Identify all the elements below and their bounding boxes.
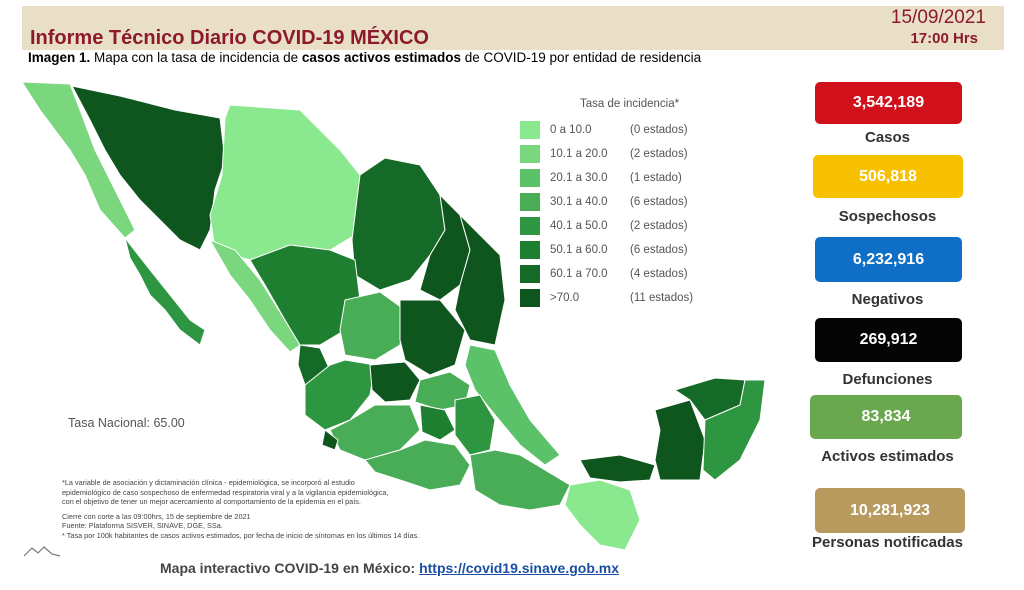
stat-value-box: 10,281,923: [815, 488, 965, 533]
legend-row: 0 a 10.0 (0 estados): [520, 118, 780, 142]
state-michoacan[interactable]: [329, 404, 421, 461]
legend-swatch: [520, 121, 540, 139]
footnote-line: Fuente: Plataforma SISVER, SINAVE, DGE, …: [62, 521, 223, 531]
state-colima[interactable]: [321, 429, 339, 451]
national-rate: Tasa Nacional: 65.00: [68, 416, 185, 430]
state-baja-california-sur[interactable]: [124, 237, 206, 346]
stat-value-box: 83,834: [810, 395, 962, 439]
map-legend: Tasa de incidencia* 0 a 10.0 (0 estados) 1…: [520, 98, 780, 310]
legend-row: 10.1 a 20.0 (2 estados): [520, 142, 780, 166]
state-quintana-roo[interactable]: [702, 379, 766, 481]
state-campeche[interactable]: [654, 399, 706, 481]
state-puebla-tlaxcala[interactable]: [454, 394, 496, 456]
legend-range: 0 a 10.0: [550, 124, 592, 136]
footnote-line: Cierre con corte a las 09:00hrs, 15 de s…: [62, 511, 251, 521]
legend-count: (6 estados): [630, 244, 688, 256]
stat-label: Negativos: [851, 291, 924, 308]
page-title: Informe Técnico Diario COVID-19 MÉXICO: [30, 27, 429, 49]
header-bar: [22, 6, 1004, 50]
caption-text-before: Mapa con la tasa de incidencia de: [90, 50, 302, 65]
legend-swatch: [520, 169, 540, 187]
state-jalisco[interactable]: [304, 359, 376, 431]
state-tabasco[interactable]: [579, 454, 656, 483]
legend-range: 10.1 a 20.0: [550, 148, 608, 160]
legend-count: (0 estados): [630, 124, 688, 136]
footnote-line: *La variable de asociación y dictaminaci…: [62, 478, 355, 487]
legend-swatch: [520, 241, 540, 259]
stat-label: Casos: [864, 129, 911, 146]
legend-row: 40.1 a 50.0 (2 estados): [520, 214, 780, 238]
stat-value-box: 506,818: [813, 155, 963, 198]
state-veracruz[interactable]: [464, 344, 561, 466]
legend-swatch: [520, 265, 540, 283]
report-time: 17:00 Hrs: [910, 30, 978, 47]
stat-label: Sospechosos: [838, 208, 937, 225]
covid-map-link[interactable]: https://covid19.sinave.gob.mx: [419, 560, 620, 576]
legend-title: Tasa de incidencia*: [580, 98, 680, 110]
map-caption: Imagen 1. Mapa con la tasa de incidencia…: [28, 50, 701, 65]
legend-swatch: [520, 289, 540, 307]
state-chiapas[interactable]: [564, 479, 641, 551]
legend-range: 20.1 a 30.0: [550, 172, 608, 184]
legend-count: (1 estado): [630, 172, 682, 184]
legend-rows: 0 a 10.0 (0 estados) 10.1 a 20.0 (2 estados…: [520, 118, 780, 310]
legend-range: 50.1 a 60.0: [550, 244, 608, 256]
footnotes: *La variable de asociación y dictaminaci…: [62, 478, 482, 541]
legend-range: 40.1 a 50.0: [550, 220, 608, 232]
legend-count: (2 estados): [630, 148, 688, 160]
state-zacatecas[interactable]: [339, 291, 406, 361]
state-sonora[interactable]: [71, 85, 226, 251]
state-guanajuato[interactable]: [369, 361, 421, 403]
footer: Mapa interactivo COVID-19 en México: htt…: [160, 560, 619, 576]
footer-label: Mapa interactivo COVID-19 en México:: [160, 560, 420, 576]
legend-range: 60.1 a 70.0: [550, 268, 608, 280]
state-san-luis-potosi[interactable]: [399, 299, 466, 376]
legend-range: >70.0: [550, 292, 580, 304]
legend-range: 30.1 a 40.0: [550, 196, 608, 208]
legend-row: 20.1 a 30.0 (1 estado): [520, 166, 780, 190]
state-sinaloa[interactable]: [208, 239, 301, 353]
legend-count: (4 estados): [630, 268, 688, 280]
stat-label: Activos estimados: [821, 448, 954, 465]
legend-row: >70.0 (11 estados): [520, 286, 780, 310]
state-oaxaca[interactable]: [469, 449, 571, 511]
legend-row: 30.1 a 40.0 (6 estados): [520, 190, 780, 214]
legend-swatch: [520, 193, 540, 211]
legend-row: 50.1 a 60.0 (6 estados): [520, 238, 780, 262]
mexico-map: [21, 81, 766, 551]
legend-count: (11 estados): [630, 292, 694, 304]
legend-swatch: [520, 217, 540, 235]
footnote-line: epidemiológico de caso sospechoso de enf…: [62, 487, 389, 497]
stat-value-box: 269,912: [815, 318, 962, 362]
legend-row: 60.1 a 70.0 (4 estados): [520, 262, 780, 286]
state-tamaulipas[interactable]: [454, 213, 506, 346]
legend-swatch: [520, 145, 540, 163]
legend-count: (6 estados): [630, 196, 688, 208]
caption-text-after: de COVID-19 por entidad de residencia: [461, 50, 702, 65]
state-guerrero[interactable]: [364, 439, 471, 491]
footnote-line: * Tasa por 100k habitantes de casos acti…: [62, 530, 420, 540]
stat-label: Personas notificadas: [812, 534, 963, 551]
legend-count: (2 estados): [630, 220, 688, 232]
footnote-line: con el objetivo de tener un mejor acerca…: [62, 497, 361, 507]
sinave-logo-icon: [23, 546, 61, 557]
stat-value-box: 6,232,916: [815, 237, 962, 282]
stat-label: Defunciones: [842, 371, 933, 388]
caption-emphasis: casos activos estimados: [301, 50, 462, 65]
state-chihuahua[interactable]: [209, 104, 361, 261]
caption-prefix: Imagen 1.: [28, 50, 91, 65]
state-estado-de-mexico[interactable]: [419, 404, 456, 441]
report-date: 15/09/2021: [890, 7, 986, 28]
stat-value-box: 3,542,189: [815, 82, 962, 124]
